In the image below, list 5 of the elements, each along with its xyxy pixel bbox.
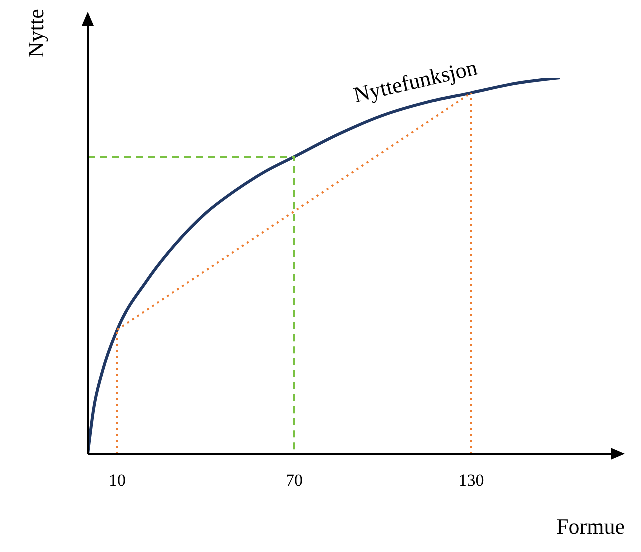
x-tick-label: 10 [109, 471, 126, 490]
x-tick-label: 70 [286, 471, 303, 490]
x-axis-title: Formue [556, 514, 625, 539]
x-tick-label: 130 [458, 471, 484, 490]
y-axis-title: Nytte [24, 9, 49, 58]
